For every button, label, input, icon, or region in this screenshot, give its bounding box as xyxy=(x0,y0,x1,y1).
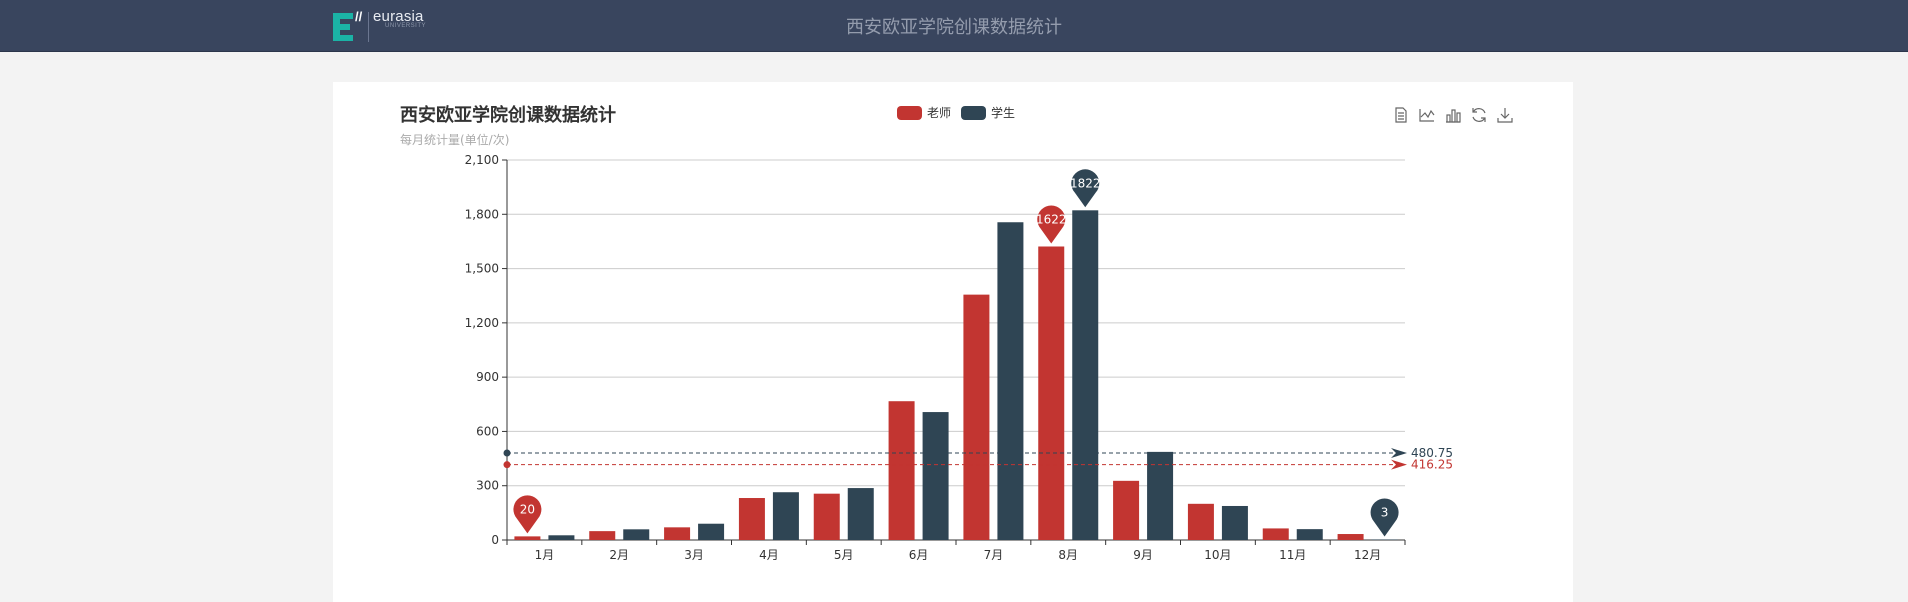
bar-student xyxy=(1296,529,1323,540)
x-tick-label: 8月 xyxy=(1058,548,1078,562)
logo-wordmark: eurasia xyxy=(373,8,424,25)
save-image-icon xyxy=(1497,108,1513,123)
bar-teacher xyxy=(1038,246,1065,540)
average-line-label: 480.75 xyxy=(1411,446,1453,460)
data-view-button[interactable] xyxy=(1392,106,1410,124)
site-title: 西安欧亚学院创课数据统计 xyxy=(846,17,1062,38)
average-line-start xyxy=(503,449,511,457)
marker-label: 1822 xyxy=(1070,176,1101,190)
bar-student xyxy=(847,488,874,540)
marker-label: 3 xyxy=(1381,505,1389,519)
restore-icon xyxy=(1472,108,1486,122)
legend-swatch-student xyxy=(961,106,986,120)
bar-teacher xyxy=(1113,480,1140,540)
y-tick-label: 900 xyxy=(476,370,499,384)
chart-plot-area: 0 300 600 900 1,200 1,500 1,800 2,100 1月 2月 3月 4月 5月… xyxy=(465,153,1453,562)
x-tick-label: 9月 xyxy=(1133,548,1153,562)
x-tick-label: 2月 xyxy=(609,548,629,562)
average-line-arrow xyxy=(1391,448,1407,459)
x-tick-label: 7月 xyxy=(984,548,1004,562)
x-tick-label: 6月 xyxy=(909,548,929,562)
bar-teacher xyxy=(1262,528,1289,540)
x-tick-label: 5月 xyxy=(834,548,854,562)
bar-chart-icon xyxy=(1446,109,1461,123)
bar-teacher xyxy=(813,493,840,540)
bar-teacher xyxy=(888,401,915,540)
switch-bar-button[interactable] xyxy=(1444,106,1462,124)
bar-student xyxy=(1072,210,1099,541)
data-view-icon xyxy=(1395,107,1407,123)
x-tick-label: 11月 xyxy=(1279,548,1306,562)
legend-label-student: 学生 xyxy=(991,106,1016,120)
x-tick-label: 12月 xyxy=(1354,548,1381,562)
max-min-marker-pin xyxy=(1071,169,1100,208)
bar-student xyxy=(772,492,799,540)
bar-student xyxy=(698,523,725,540)
bar-student xyxy=(1147,451,1174,540)
bar-teacher xyxy=(664,527,691,540)
y-tick-label: 0 xyxy=(491,533,499,547)
max-min-marker-pin xyxy=(1370,498,1399,537)
legend-swatch-teacher xyxy=(897,106,922,120)
average-line-arrow xyxy=(1391,459,1407,470)
legend-label-teacher: 老师 xyxy=(927,106,952,120)
bar-teacher xyxy=(589,531,616,540)
bar-teacher xyxy=(1337,534,1364,540)
restore-button[interactable] xyxy=(1470,106,1488,124)
logo-divider xyxy=(368,12,369,42)
x-tick-label: 10月 xyxy=(1204,548,1231,562)
eurasia-logo-mark-icon xyxy=(333,13,353,41)
max-min-marker-pin xyxy=(1037,205,1066,244)
bar-student xyxy=(1371,539,1398,540)
chart-subtitle: 每月统计量(单位/次) xyxy=(400,133,510,147)
bar-teacher xyxy=(963,294,990,540)
bar-student xyxy=(548,535,575,540)
bar-teacher xyxy=(1187,503,1214,540)
chart-title: 西安欧亚学院创课数据统计 xyxy=(400,105,616,126)
average-line-label: 416.25 xyxy=(1411,458,1453,472)
bar-student xyxy=(922,412,949,540)
bar-teacher xyxy=(738,498,765,540)
marker-label: 20 xyxy=(520,502,535,516)
x-tick-label: 1月 xyxy=(535,548,555,562)
average-line-start xyxy=(503,461,511,469)
x-tick-label: 3月 xyxy=(684,548,704,562)
y-tick-label: 600 xyxy=(476,424,499,438)
save-image-button[interactable] xyxy=(1496,106,1514,124)
marker-label: 1622 xyxy=(1036,212,1067,226)
bar-student xyxy=(997,222,1024,540)
bar-student xyxy=(623,529,650,540)
x-tick-label: 4月 xyxy=(759,548,779,562)
switch-line-button[interactable] xyxy=(1418,106,1436,124)
bar-student xyxy=(1221,505,1248,540)
max-min-marker-pin xyxy=(513,495,542,534)
y-tick-label: 300 xyxy=(476,479,499,493)
y-tick-label: 1,500 xyxy=(465,262,499,276)
bar-teacher xyxy=(514,536,541,540)
logo-subtext: UNIVERSITY xyxy=(385,23,427,29)
y-tick-label: 1,200 xyxy=(465,316,499,330)
app-header: // eurasia UNIVERSITY 西安欧亚学院创课数据统计 xyxy=(0,0,1908,52)
y-tick-label: 1,800 xyxy=(465,207,499,221)
logo-slash-mark: // xyxy=(355,9,363,24)
y-tick-label: 2,100 xyxy=(465,153,499,167)
line-chart-icon xyxy=(1419,109,1435,122)
